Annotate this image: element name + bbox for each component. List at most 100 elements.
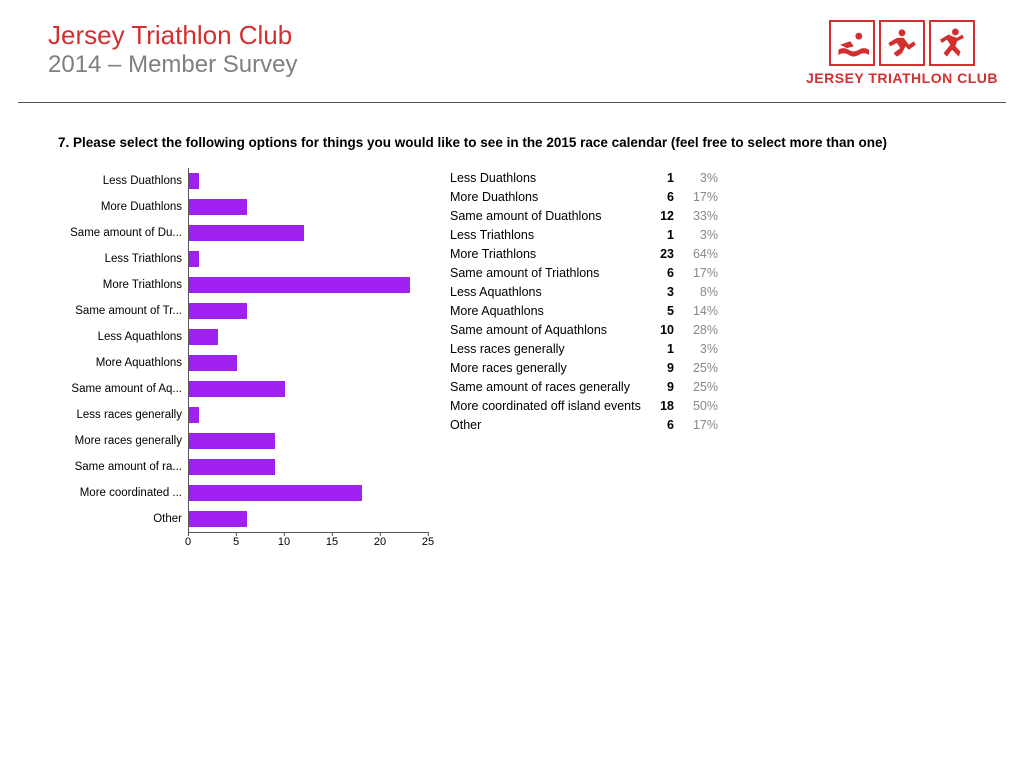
table-row: Same amount of Triathlons617% <box>450 263 718 282</box>
row-label: Same amount of Duathlons <box>450 209 648 223</box>
x-tick: 10 <box>278 536 290 548</box>
row-label: Less Triathlons <box>450 228 648 242</box>
bar-label: Same amount of Du... <box>58 227 188 239</box>
bar-track <box>188 272 428 298</box>
row-label: Same amount of Aquathlons <box>450 323 648 337</box>
bar <box>189 199 247 215</box>
bar-chart: Less DuathlonsMore Duathlons Same amount … <box>58 168 428 550</box>
table-row: More Duathlons617% <box>450 187 718 206</box>
bar <box>189 277 410 293</box>
bar-track <box>188 324 428 350</box>
swim-icon <box>829 20 875 66</box>
row-count: 23 <box>648 247 674 261</box>
row-count: 1 <box>648 171 674 185</box>
row-count: 10 <box>648 323 674 337</box>
table-row: More coordinated off island events1850% <box>450 396 718 415</box>
bar-label: More coordinated ... <box>58 487 188 499</box>
bar-label: Less races generally <box>58 409 188 421</box>
row-label: More races generally <box>450 361 648 375</box>
row-label: Other <box>450 418 648 432</box>
chart-row: More Aquathlons <box>58 350 428 376</box>
page-subtitle: 2014 – Member Survey <box>48 51 297 79</box>
table-row: More Triathlons2364% <box>450 244 718 263</box>
row-count: 6 <box>648 418 674 432</box>
row-percent: 3% <box>674 342 718 356</box>
bar-label: More races generally <box>58 435 188 447</box>
chart-row: More Duathlons <box>58 194 428 220</box>
bar-label: Other <box>58 513 188 525</box>
bar-track <box>188 246 428 272</box>
row-percent: 17% <box>674 190 718 204</box>
bar-label: More Triathlons <box>58 279 188 291</box>
chart-row: More coordinated ... <box>58 480 428 506</box>
question-text: 7. Please select the following options f… <box>0 103 1024 168</box>
row-percent: 14% <box>674 304 718 318</box>
row-label: Same amount of races generally <box>450 380 648 394</box>
bar-label: Same amount of Aq... <box>58 383 188 395</box>
row-label: Less Aquathlons <box>450 285 648 299</box>
table-row: Less Triathlons13% <box>450 225 718 244</box>
title-block: Jersey Triathlon Club 2014 – Member Surv… <box>48 20 297 79</box>
bar-track <box>188 298 428 324</box>
row-count: 9 <box>648 380 674 394</box>
bar <box>189 303 247 319</box>
row-percent: 17% <box>674 418 718 432</box>
row-label: More Aquathlons <box>450 304 648 318</box>
bar <box>189 355 237 371</box>
chart-row: Less Triathlons <box>58 246 428 272</box>
table-row: More races generally925% <box>450 358 718 377</box>
bar <box>189 251 199 267</box>
bar-label: Same amount of ra... <box>58 461 188 473</box>
row-count: 6 <box>648 190 674 204</box>
row-label: Less Duathlons <box>450 171 648 185</box>
row-percent: 3% <box>674 171 718 185</box>
row-label: More Triathlons <box>450 247 648 261</box>
page-title: Jersey Triathlon Club <box>48 20 297 51</box>
bar-track <box>188 376 428 402</box>
row-count: 1 <box>648 342 674 356</box>
row-count: 6 <box>648 266 674 280</box>
bar-track <box>188 168 428 194</box>
row-percent: 28% <box>674 323 718 337</box>
table-row: Less races generally13% <box>450 339 718 358</box>
bar <box>189 407 199 423</box>
bar-track <box>188 220 428 246</box>
row-percent: 3% <box>674 228 718 242</box>
bar <box>189 173 199 189</box>
table-row: Other617% <box>450 415 718 434</box>
table-row: Less Aquathlons38% <box>450 282 718 301</box>
chart-row: Same amount of Tr... <box>58 298 428 324</box>
x-tick: 5 <box>233 536 239 548</box>
chart-row: Same amount of Du... <box>58 220 428 246</box>
bar <box>189 485 362 501</box>
row-label: More Duathlons <box>450 190 648 204</box>
row-percent: 50% <box>674 399 718 413</box>
chart-row: Less races generally <box>58 402 428 428</box>
logo: JERSEY TRIATHLON CLUB <box>806 20 1004 86</box>
data-table: Less Duathlons13%More Duathlons617%Same … <box>450 168 718 550</box>
chart-row: Less Duathlons <box>58 168 428 194</box>
bar <box>189 381 285 397</box>
bar-track <box>188 480 428 506</box>
chart-row: Same amount of ra... <box>58 454 428 480</box>
bar-label: Less Aquathlons <box>58 331 188 343</box>
chart-row: More races generally <box>58 428 428 454</box>
row-percent: 64% <box>674 247 718 261</box>
bar-track <box>188 454 428 480</box>
x-tick: 20 <box>374 536 386 548</box>
chart-row: More Triathlons <box>58 272 428 298</box>
bar-track <box>188 402 428 428</box>
bar-label: Less Triathlons <box>58 253 188 265</box>
content-area: Less DuathlonsMore DuathlonsSame amount … <box>0 168 1024 550</box>
row-label: Less races generally <box>450 342 648 356</box>
bar-track <box>188 506 428 532</box>
bar <box>189 329 218 345</box>
row-count: 1 <box>648 228 674 242</box>
table-row: More Aquathlons514% <box>450 301 718 320</box>
row-count: 12 <box>648 209 674 223</box>
x-tick: 25 <box>422 536 434 548</box>
bar-track <box>188 428 428 454</box>
run-icon <box>929 20 975 66</box>
table-row: Less Duathlons13% <box>450 168 718 187</box>
row-percent: 25% <box>674 361 718 375</box>
